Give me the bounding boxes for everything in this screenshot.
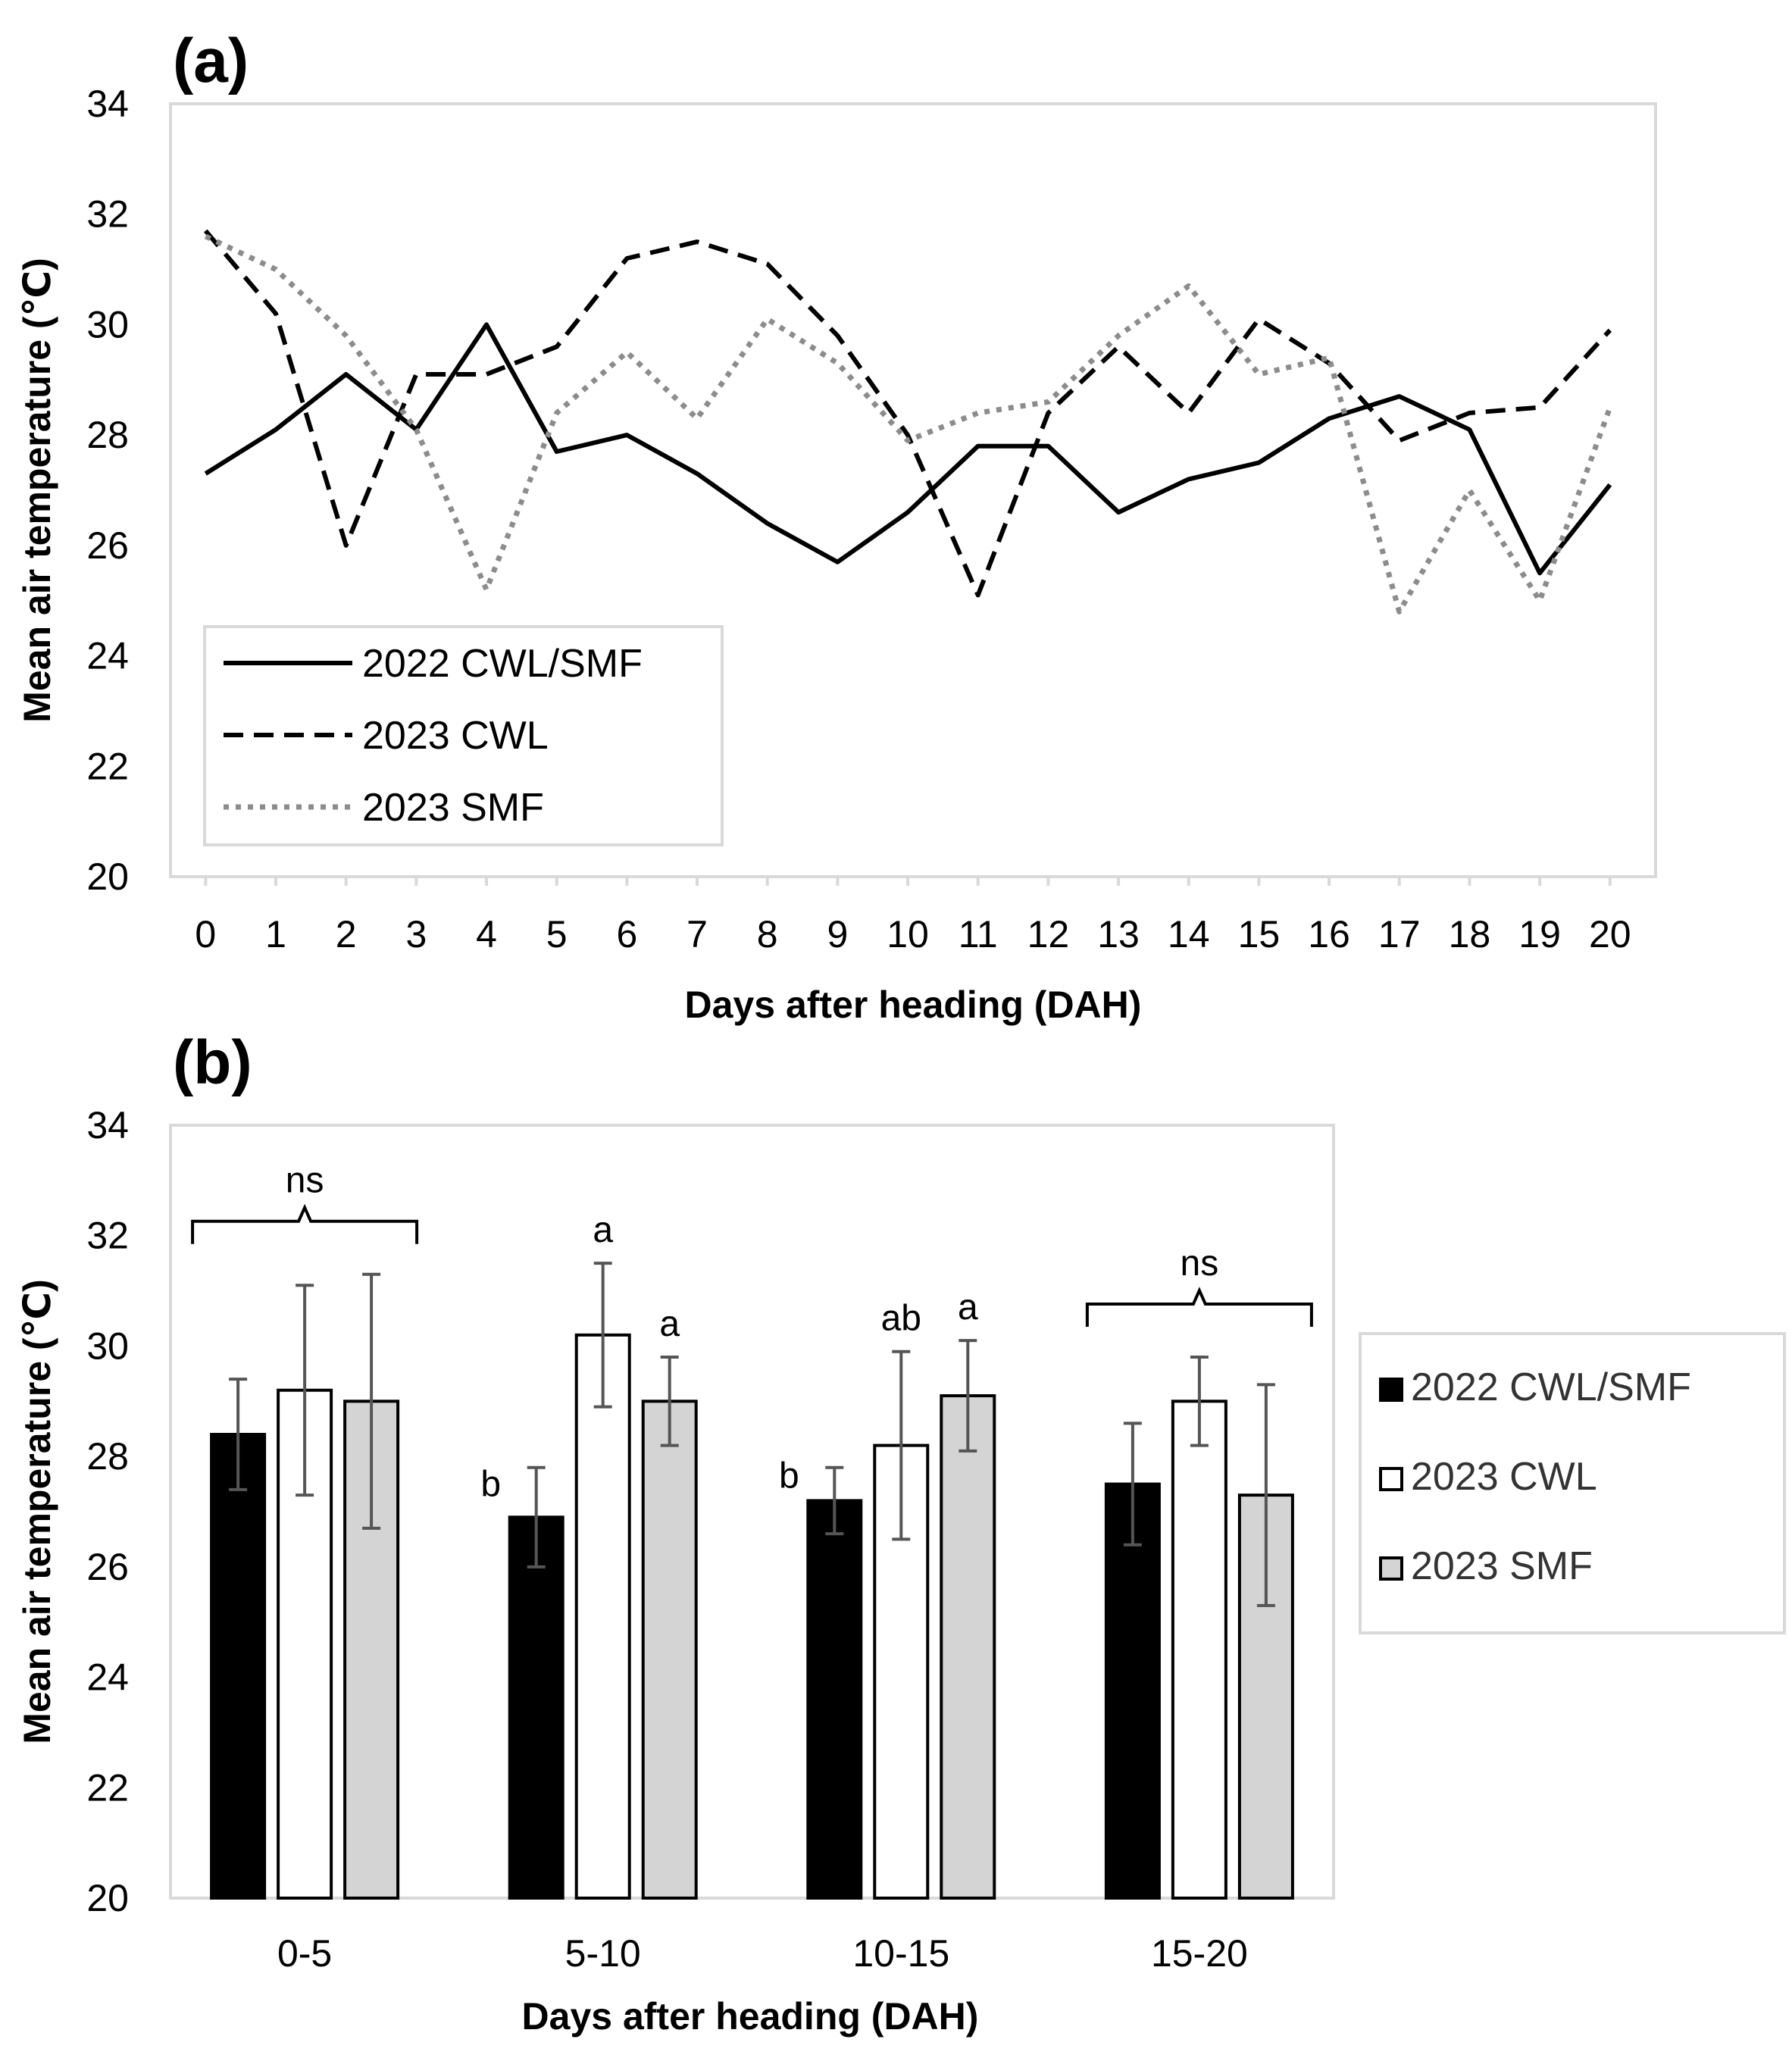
panel-b-ns-label: ns — [286, 1161, 324, 1201]
panel-a-series-line-3 — [204, 233, 1613, 615]
panel-b-y-ticks: 20 22 24 26 28 30 32 34 — [86, 1104, 129, 1919]
panel-a-x-tick-label: 20 — [1589, 913, 1631, 956]
panel-b-significance-label: a — [659, 1304, 680, 1344]
panel-a-legend-label-2: 2023 CWL — [362, 714, 549, 758]
panel-b-significance-label: ab — [881, 1299, 921, 1339]
panel-a-x-tick-label: 8 — [757, 913, 778, 956]
panel-b-ns-label: ns — [1181, 1243, 1219, 1284]
panel-a-x-tick-label: 17 — [1378, 913, 1421, 956]
panel-b-bar-2 — [1171, 1400, 1228, 1900]
panel-a-x-tick-label: 9 — [827, 913, 848, 956]
panel-a-y-tick-label: 24 — [86, 635, 129, 677]
panel-a-y-tick-label: 30 — [86, 303, 129, 346]
panel-a-x-tick-label: 3 — [405, 913, 427, 956]
panel-b-significance-label: b — [779, 1456, 799, 1497]
panel-b-significance-label: a — [593, 1210, 613, 1250]
panel-a-x-tick-label: 2 — [336, 913, 357, 956]
panel-b-y-tick-label: 30 — [86, 1325, 129, 1367]
panel-a-y-tick-label: 26 — [86, 524, 129, 567]
panel-b-bar-2 — [277, 1388, 333, 1900]
panel-a-y-tick-label: 32 — [86, 193, 129, 236]
panel-a-x-tick-label: 5 — [546, 913, 568, 956]
panel-b-y-tick-label: 28 — [86, 1435, 129, 1478]
panel-a-x-tick-label: 0 — [195, 913, 216, 956]
panel-a-x-tick-label: 12 — [1027, 913, 1070, 956]
panel-b-ns-bracket — [1085, 1287, 1313, 1327]
panel-b-x-ticks: 0-5 5-10 10-15 15-20 — [277, 1932, 1248, 1975]
panel-a-x-tick-label: 14 — [1168, 913, 1210, 956]
panel-a-y-ticks: 20 22 24 26 28 30 32 34 — [86, 83, 129, 898]
panel-a-x-tick-label: 16 — [1308, 913, 1350, 956]
panel-b-label: (b) — [173, 1028, 252, 1097]
panel-b-bar-3 — [641, 1400, 698, 1900]
panel-b-x-tick-label: 5-10 — [565, 1932, 641, 1975]
panel-a-x-tick-label: 15 — [1238, 913, 1281, 956]
panel-a-x-tick-label: 18 — [1449, 913, 1491, 956]
panel-b-y-tick-label: 22 — [86, 1766, 129, 1809]
panel-b-y-tick-label: 32 — [86, 1215, 129, 1257]
panel-b-bar-3 — [940, 1394, 996, 1900]
panel-a-x-tick-label: 7 — [686, 913, 708, 956]
panel-a-series-line-1 — [204, 322, 1612, 576]
panel-a-x-tick-label: 10 — [887, 913, 929, 956]
panel-b-bar-chart: (b) 20 22 24 26 28 30 32 34 0-5 5-10 10-15 15-20 b… — [16, 1028, 1786, 2038]
panel-b-plot-border — [169, 1124, 1335, 1900]
panel-b-legend: 2022 CWL/SMF 2023 CWL 2023 SMF — [1359, 1332, 1786, 1634]
panel-a-x-tick-label: 1 — [265, 913, 286, 956]
panel-a-x-tick-label: 4 — [476, 913, 497, 956]
panel-b-significance-label: b — [480, 1465, 501, 1505]
panel-b-y-tick-label: 26 — [86, 1546, 129, 1588]
panel-b-x-axis-title: Days after heading (DAH) — [522, 1995, 979, 2038]
panel-b-legend-label-2: 2023 CWL — [1411, 1455, 1597, 1499]
panel-b-ns-bracket — [191, 1203, 419, 1244]
panel-a-x-tick-label: 13 — [1097, 913, 1140, 956]
panel-a-y-tick-label: 28 — [86, 414, 129, 456]
panel-b-bar-1 — [1104, 1482, 1161, 1900]
panel-a-y-axis-title: Mean air temperature (℃) — [16, 258, 58, 722]
panel-b-y-axis-title: Mean air temperature (℃) — [16, 1279, 58, 1744]
panel-b-y-tick-label: 20 — [86, 1877, 129, 1919]
panel-a-x-axis-title: Days after heading (DAH) — [685, 984, 1142, 1026]
panel-b-x-tick-label: 0-5 — [277, 1932, 332, 1975]
panel-b-x-tick-label: 10-15 — [852, 1932, 949, 1975]
panel-b-bar-1 — [508, 1515, 564, 1900]
panel-b-bar-2 — [574, 1333, 631, 1900]
panel-a-legend: 2022 CWL/SMF 2023 CWL 2023 SMF — [203, 625, 724, 846]
panel-a-series-line-2 — [204, 229, 1612, 598]
panel-a-legend-label-1: 2022 CWL/SMF — [362, 642, 643, 686]
panel-a-series-lines — [204, 229, 1613, 615]
panel-a-x-tick-label: 19 — [1518, 913, 1561, 956]
panel-b-bar-1 — [806, 1499, 863, 1900]
panel-a-y-tick-label: 22 — [86, 745, 129, 787]
panel-b-y-tick-label: 24 — [86, 1656, 129, 1699]
panel-b-legend-label-3: 2023 SMF — [1411, 1544, 1593, 1588]
panel-a-x-tick-label: 11 — [959, 913, 998, 956]
panel-b-significance-label: a — [958, 1287, 978, 1328]
panel-a-y-tick-label: 34 — [86, 83, 129, 125]
panel-b-legend-box — [1359, 1332, 1786, 1634]
panel-b-bars — [210, 1262, 1294, 1900]
panel-a-x-ticks: 0 1 2 3 4 5 6 7 8 9 10 11 12 13 14 15 16 17 18 19 20 — [195, 877, 1631, 956]
panel-a-x-tick-label: 6 — [616, 913, 637, 956]
panel-b-x-tick-label: 15-20 — [1151, 1932, 1248, 1975]
panel-b-legend-swatch-3 — [1379, 1556, 1403, 1581]
panel-b-legend-label-1: 2022 CWL/SMF — [1411, 1365, 1691, 1409]
panel-b-legend-swatch-1 — [1379, 1378, 1403, 1402]
panel-b-bar-1 — [210, 1433, 267, 1900]
panel-b-bar-3 — [343, 1400, 400, 1900]
panel-a-y-tick-label: 20 — [86, 855, 129, 898]
panel-b-y-tick-label: 34 — [86, 1104, 129, 1146]
panel-b-legend-swatch-2 — [1379, 1467, 1403, 1491]
panel-a-plot-border — [169, 102, 1657, 878]
panel-a-label: (a) — [173, 27, 249, 95]
panel-a-legend-label-3: 2023 SMF — [362, 786, 544, 830]
